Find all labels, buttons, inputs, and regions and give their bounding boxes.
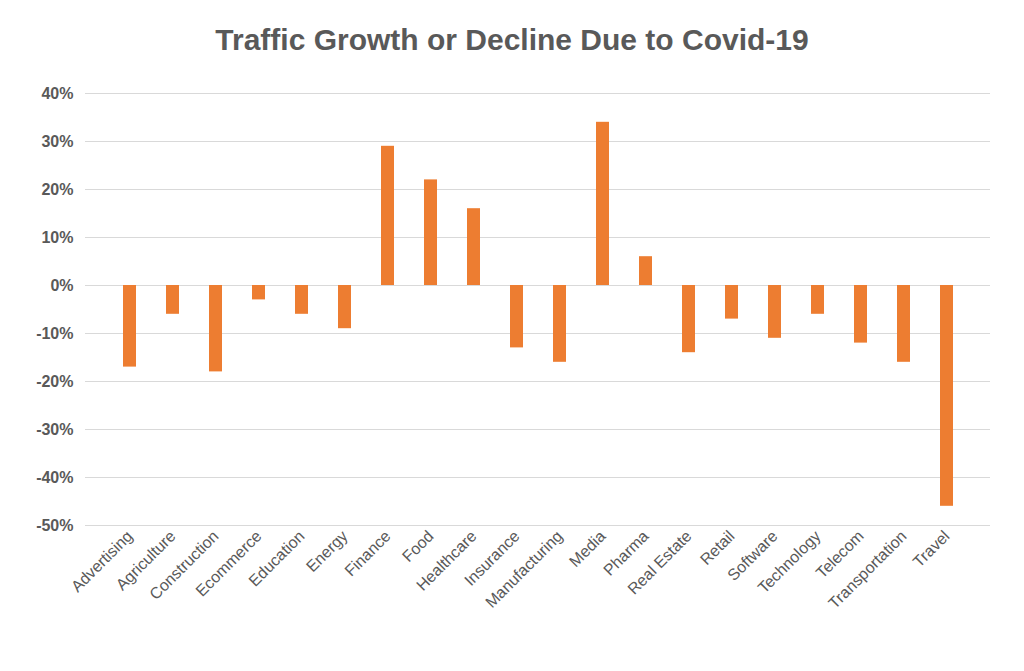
- svg-text:Pharma: Pharma: [600, 527, 652, 579]
- svg-text:-40%: -40%: [36, 469, 73, 486]
- svg-text:Insurance: Insurance: [461, 527, 523, 589]
- svg-text:Travel: Travel: [910, 527, 953, 570]
- svg-text:Retail: Retail: [697, 527, 738, 568]
- svg-text:Advertising: Advertising: [67, 527, 136, 596]
- svg-text:-50%: -50%: [36, 517, 73, 534]
- svg-text:20%: 20%: [41, 181, 73, 198]
- svg-text:-20%: -20%: [36, 373, 73, 390]
- svg-text:Finance: Finance: [341, 527, 393, 579]
- svg-text:-10%: -10%: [36, 325, 73, 342]
- svg-text:Real Estate: Real Estate: [624, 527, 695, 598]
- svg-text:Education: Education: [245, 527, 307, 589]
- svg-text:Software: Software: [724, 527, 781, 584]
- svg-text:Technology: Technology: [754, 527, 823, 596]
- svg-text:-30%: -30%: [36, 421, 73, 438]
- svg-text:Healthcare: Healthcare: [413, 527, 480, 594]
- svg-text:Agriculture: Agriculture: [112, 527, 179, 594]
- svg-text:30%: 30%: [41, 133, 73, 150]
- svg-text:Food: Food: [399, 527, 437, 565]
- svg-text:Telecom: Telecom: [812, 527, 867, 582]
- html-text:Traffic Growth or Decline Due: Traffic Growth or Decline Due to Covid-1…: [215, 23, 809, 56]
- svg-text:Manufacturing: Manufacturing: [482, 527, 566, 611]
- svg-text:40%: 40%: [41, 85, 73, 102]
- svg-text:Media: Media: [565, 527, 609, 571]
- svg-text:Ecommerce: Ecommerce: [192, 527, 264, 599]
- svg-text:Construction: Construction: [146, 527, 222, 603]
- svg-text:10%: 10%: [41, 229, 73, 246]
- svg-text:0%: 0%: [50, 277, 73, 294]
- svg-text:Energy: Energy: [302, 527, 351, 576]
- svg-text:Transportation: Transportation: [825, 527, 910, 612]
